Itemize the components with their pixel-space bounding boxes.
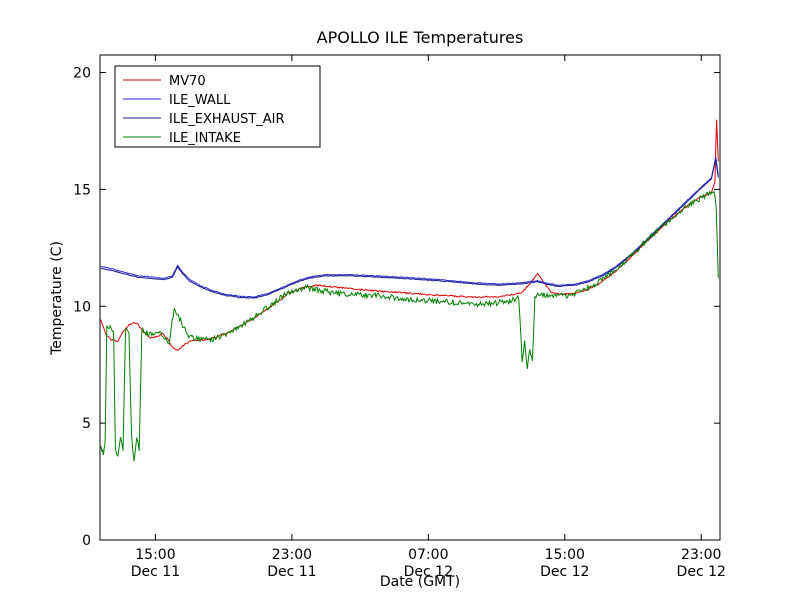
series-line-MV70 (100, 119, 719, 351)
y-axis-label: Temperature (C) (49, 241, 65, 355)
x-tick-time-label: 07:00 (408, 547, 448, 563)
x-tick-date-label: Dec 12 (540, 564, 589, 580)
x-tick-date-label: Dec 12 (404, 564, 453, 580)
y-tick-label: 0 (82, 533, 91, 549)
y-tick-label: 5 (82, 416, 91, 432)
legend-label: MV70 (169, 74, 206, 89)
x-axis-label: Date (GMT) (379, 574, 461, 590)
series-line-ILE_WALL (100, 156, 719, 298)
x-tick-date-label: Dec 12 (677, 564, 726, 580)
y-tick-label: 15 (73, 182, 91, 198)
x-tick-time-label: 15:00 (545, 547, 585, 563)
x-tick-date-label: Dec 11 (131, 564, 180, 580)
series-line-ILE_INTAKE (100, 189, 719, 462)
x-tick-time-label: 23:00 (272, 547, 312, 563)
legend-label: ILE_EXHAUST_AIR (169, 112, 285, 127)
x-tick-time-label: 23:00 (681, 547, 721, 563)
legend-label: ILE_WALL (169, 93, 231, 108)
x-tick-date-label: Dec 11 (267, 564, 316, 580)
y-tick-label: 20 (73, 66, 91, 82)
series-line-ILE_EXHAUST_AIR (100, 158, 719, 299)
plot-frame (99, 54, 721, 541)
chart-title: APOLLO ILE Temperatures (316, 28, 524, 47)
x-tick-time-label: 15:00 (135, 547, 175, 563)
legend-label: ILE_INTAKE (169, 131, 241, 146)
y-tick-label: 10 (73, 299, 91, 315)
